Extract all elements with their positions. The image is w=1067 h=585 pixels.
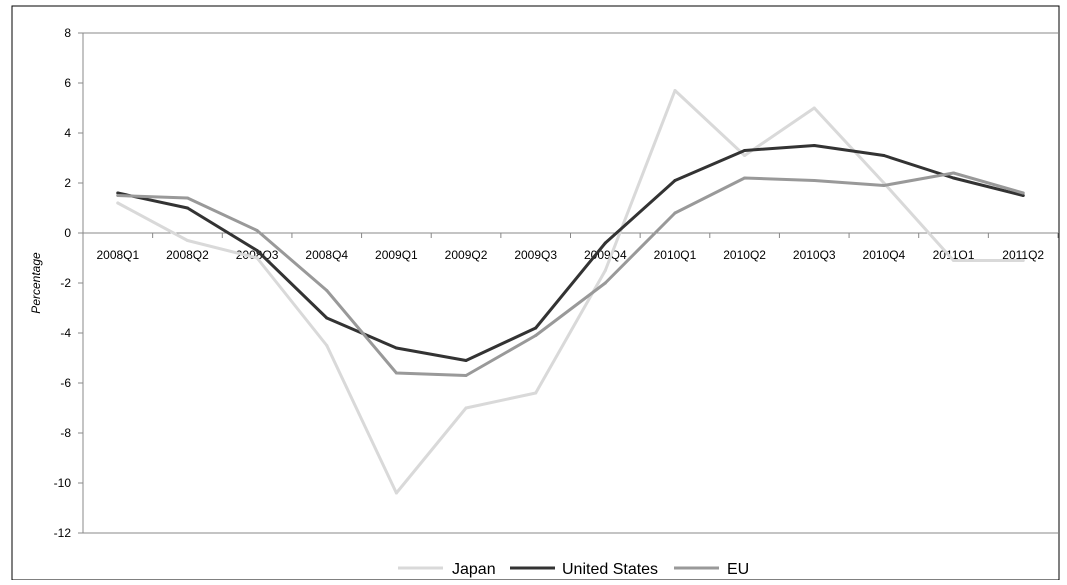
data-point-eu xyxy=(464,374,468,377)
series-layer xyxy=(116,89,1025,495)
data-point-united-states xyxy=(603,241,607,245)
legend-label-eu: EU xyxy=(727,561,749,578)
x-tick-label: 2009Q3 xyxy=(514,248,557,262)
x-tick-label: 2010Q2 xyxy=(723,248,766,262)
data-point-japan xyxy=(673,89,677,92)
data-point-eu xyxy=(743,176,747,180)
data-point-japan xyxy=(882,181,886,185)
data-point-japan xyxy=(952,259,956,262)
x-tick-label: 2009Q2 xyxy=(445,248,488,262)
x-tick-label: 2008Q3 xyxy=(236,248,279,262)
data-point-japan xyxy=(603,269,607,272)
data-point-japan xyxy=(743,154,747,157)
data-point-japan xyxy=(185,239,189,242)
data-point-eu xyxy=(394,371,398,375)
x-tick-label: 2008Q2 xyxy=(166,248,209,262)
data-point-eu xyxy=(812,179,816,182)
data-point-japan xyxy=(116,201,120,205)
data-point-united-states xyxy=(464,359,468,362)
y-tick-label: -4 xyxy=(60,326,71,340)
data-point-japan xyxy=(464,406,468,410)
x-axis: 2008Q1 2008Q2 2008Q3 2008Q4 2009Q1 2009Q2 2009… xyxy=(82,32,1059,534)
chart-border xyxy=(11,5,1060,581)
data-point-eu xyxy=(255,229,259,232)
y-tick-label: 2 xyxy=(64,176,71,190)
x-tick-label: 2008Q1 xyxy=(96,248,139,262)
x-tick-label: 2011Q1 xyxy=(933,248,975,262)
data-point-eu xyxy=(673,211,677,215)
series-line-japan xyxy=(116,89,1025,495)
x-tick-label: 2009Q4 xyxy=(584,248,627,262)
x-tick-label: 2010Q1 xyxy=(654,248,697,262)
data-point-eu xyxy=(185,196,189,200)
data-point-united-states xyxy=(185,206,189,210)
data-point-japan xyxy=(812,106,816,110)
y-tick-label: -12 xyxy=(54,526,72,540)
data-point-eu xyxy=(116,194,120,197)
data-point-united-states xyxy=(325,316,329,320)
data-point-united-states xyxy=(534,326,538,330)
data-point-japan xyxy=(394,491,398,495)
data-point-united-states xyxy=(1021,194,1025,197)
data-point-eu xyxy=(534,334,538,337)
x-tick-label: 2010Q3 xyxy=(793,248,836,262)
x-tick-label: 2011Q2 xyxy=(1002,248,1044,262)
data-point-united-states xyxy=(743,149,747,152)
y-tick-label: 0 xyxy=(64,226,71,240)
x-tick-label: 2008Q4 xyxy=(305,248,348,262)
data-point-united-states xyxy=(255,249,259,252)
y-axis: 8 6 4 2 0 -2 -4 -6 -8 -10 -12 xyxy=(54,26,84,540)
data-point-united-states xyxy=(394,346,398,350)
y-tick-label: -2 xyxy=(60,276,71,290)
data-point-eu xyxy=(1021,191,1025,195)
y-axis-title: Percentage xyxy=(29,252,43,314)
data-point-japan xyxy=(1021,259,1025,262)
data-point-united-states xyxy=(116,191,120,195)
legend: Japan United States EU xyxy=(398,561,749,578)
y-tick-label: -8 xyxy=(60,426,71,440)
data-point-united-states xyxy=(812,144,816,147)
data-point-japan xyxy=(325,344,329,347)
x-tick-label: 2009Q1 xyxy=(375,248,418,262)
y-tick-label: 6 xyxy=(64,76,71,90)
data-point-eu xyxy=(882,184,886,187)
data-point-eu xyxy=(952,171,956,175)
y-tick-label: 4 xyxy=(64,126,71,140)
y-tick-label: 8 xyxy=(64,26,71,40)
data-point-japan xyxy=(255,256,259,260)
data-point-eu xyxy=(603,281,607,285)
data-point-united-states xyxy=(673,179,677,182)
x-tick-label: 2010Q4 xyxy=(863,248,906,262)
data-point-united-states xyxy=(952,176,956,180)
legend-label-japan: Japan xyxy=(452,561,496,578)
y-tick-label: -6 xyxy=(60,376,71,390)
data-point-eu xyxy=(325,289,329,292)
series-line-eu xyxy=(116,171,1025,377)
y-tick-label: -10 xyxy=(54,476,72,490)
data-point-japan xyxy=(534,391,538,395)
data-point-united-states xyxy=(882,154,886,157)
series-line-united-states xyxy=(116,144,1025,362)
legend-label-united-states: United States xyxy=(562,561,658,578)
